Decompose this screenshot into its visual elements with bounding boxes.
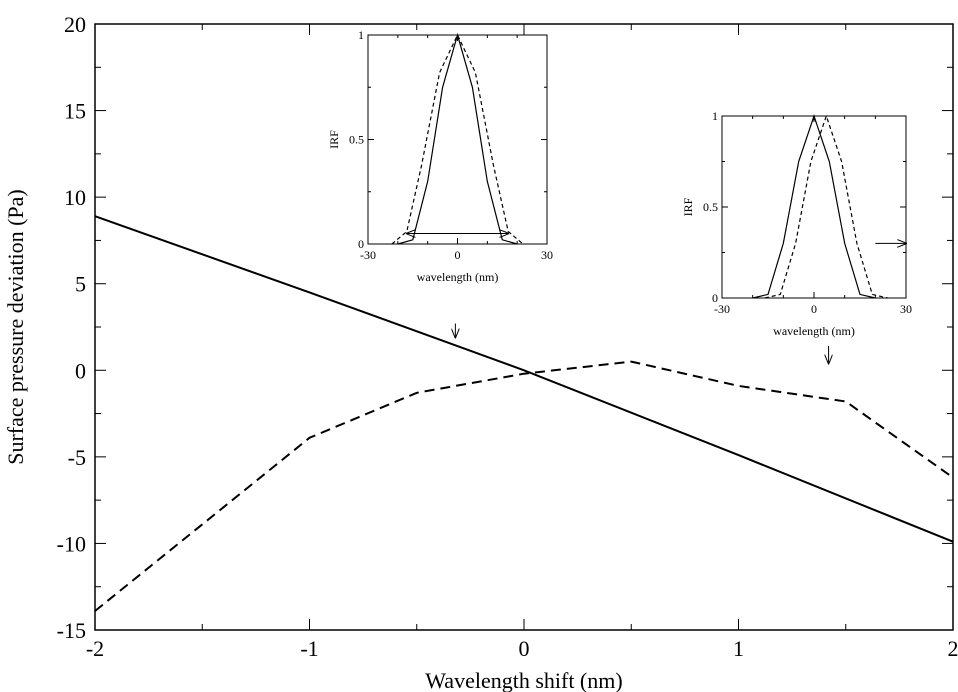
main-y-tick-label: 20 — [64, 12, 86, 37]
inset-left-y-tick-label: 0.5 — [349, 133, 364, 147]
inset-left-y-axis-title: IRF — [327, 130, 341, 149]
main-y-tick-label: 15 — [64, 99, 86, 124]
inset-left-x-axis-title: wavelength (nm) — [417, 270, 499, 284]
main-y-tick-label: 0 — [75, 358, 86, 383]
main-x-tick-label: 2 — [948, 636, 958, 661]
main-x-tick-label: 0 — [519, 636, 530, 661]
inset-right-x-tick-label: -30 — [714, 302, 730, 316]
inset-right-y-tick-label: 1 — [712, 109, 718, 123]
main-x-tick-label: -1 — [300, 636, 318, 661]
inset-left-y-tick-label: 0 — [358, 237, 364, 251]
inset-right-y-axis-title: IRF — [681, 197, 695, 216]
inset-left-x-tick-label: 0 — [455, 248, 461, 262]
inset-right-background — [722, 116, 906, 298]
main-y-tick-label: 10 — [64, 185, 86, 210]
main-x-axis-title: Wavelength shift (nm) — [425, 668, 622, 692]
main-y-tick-label: 5 — [75, 272, 86, 297]
inset-left-y-tick-label: 1 — [358, 28, 364, 42]
inset-right-x-tick-label: 0 — [811, 302, 817, 316]
main-x-tick-label: 1 — [733, 636, 744, 661]
main-series-solid-line — [94, 215, 954, 543]
inset-left-x-tick-label: 30 — [541, 248, 553, 262]
main-series-dashed-line — [94, 360, 954, 612]
main-y-tick-label: -5 — [68, 445, 86, 470]
inset-right-x-axis-title: wavelength (nm) — [773, 324, 855, 338]
inset-right-x-tick-label: 30 — [900, 302, 912, 316]
inset-left-x-tick-label: -30 — [360, 248, 376, 262]
main-y-tick-label: -15 — [57, 618, 86, 643]
inset-right-series-dashed-line — [764, 114, 888, 299]
inset-left-background — [368, 35, 547, 244]
inset-right-y-tick-label: 0.5 — [703, 200, 718, 214]
inset-left-series-dashed-line — [391, 33, 524, 245]
main-y-axis-title: Surface pressure deviation (Pa) — [3, 189, 28, 465]
main-y-tick-label: -10 — [57, 531, 86, 556]
main-x-tick-label: -2 — [86, 636, 104, 661]
inset-right-y-tick-label: 0 — [712, 291, 718, 305]
